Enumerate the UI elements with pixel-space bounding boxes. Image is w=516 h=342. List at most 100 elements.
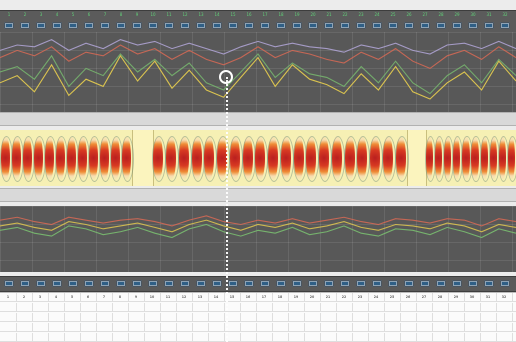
table-cell <box>304 303 321 311</box>
channel-badge[interactable] <box>420 22 430 29</box>
top-spectrum-panel <box>0 32 516 112</box>
channel-badge[interactable] <box>4 280 14 287</box>
channel-badge[interactable] <box>148 280 158 287</box>
separator <box>0 188 516 202</box>
table-cell <box>432 303 449 311</box>
top-channel-label: 1 <box>7 12 11 17</box>
channel-badge[interactable] <box>468 22 478 29</box>
channel-badge[interactable] <box>148 22 158 29</box>
top-channel-label: 16 <box>246 12 252 17</box>
channel-badge[interactable] <box>500 22 510 29</box>
table-cell <box>112 313 129 321</box>
channel-badge[interactable] <box>228 22 238 29</box>
channel-badge[interactable] <box>388 22 398 29</box>
channel-badge[interactable] <box>84 22 94 29</box>
channel-badge[interactable] <box>484 22 494 29</box>
channel-badge[interactable] <box>244 22 254 29</box>
channel-badge[interactable] <box>180 280 190 287</box>
channel-badge[interactable] <box>68 22 78 29</box>
channel-badge[interactable] <box>196 280 206 287</box>
channel-badge[interactable] <box>116 22 126 29</box>
channel-badge[interactable] <box>116 280 126 287</box>
time-cursor-handle[interactable] <box>219 70 233 84</box>
channel-badge[interactable] <box>4 22 14 29</box>
channel-badge[interactable] <box>436 22 446 29</box>
table-cell <box>464 313 481 321</box>
top-channel-label: 3 <box>39 12 43 17</box>
top-channel-label: 10 <box>150 12 156 17</box>
channel-badge[interactable] <box>436 280 446 287</box>
channel-badge[interactable] <box>52 280 62 287</box>
table-cell <box>80 323 97 331</box>
top-channel-label: 19 <box>294 12 300 17</box>
channel-badge[interactable] <box>260 280 270 287</box>
channel-badge[interactable] <box>420 280 430 287</box>
channel-badge[interactable] <box>452 280 462 287</box>
channel-badge[interactable] <box>36 22 46 29</box>
channel-badge[interactable] <box>308 22 318 29</box>
channel-badge[interactable] <box>452 22 462 29</box>
channel-badge[interactable] <box>484 280 494 287</box>
time-cursor-line[interactable] <box>226 77 228 342</box>
channel-badge[interactable] <box>340 280 350 287</box>
table-cell <box>432 313 449 321</box>
channel-badge[interactable] <box>276 22 286 29</box>
channel-badge[interactable] <box>340 22 350 29</box>
top-spectrum-chart <box>0 38 516 100</box>
channel-badge[interactable] <box>132 280 142 287</box>
channel-badge[interactable] <box>292 22 302 29</box>
table-cell <box>32 313 49 321</box>
table-cell <box>64 323 81 331</box>
table-cell: 5 <box>64 293 81 301</box>
table-cell <box>304 323 321 331</box>
channel-badge[interactable] <box>36 280 46 287</box>
table-cell: 22 <box>336 293 353 301</box>
channel-badge[interactable] <box>308 280 318 287</box>
channel-badge[interactable] <box>180 22 190 29</box>
channel-badge[interactable] <box>324 280 334 287</box>
channel-badge[interactable] <box>372 280 382 287</box>
channel-badge[interactable] <box>404 280 414 287</box>
channel-badge[interactable] <box>356 280 366 287</box>
table-cell <box>192 313 209 321</box>
channel-badge[interactable] <box>164 22 174 29</box>
channel-badge[interactable] <box>244 280 254 287</box>
channel-badge[interactable] <box>404 22 414 29</box>
channel-badge[interactable] <box>20 22 30 29</box>
table-cell <box>464 323 481 331</box>
table-cell: 4 <box>48 293 65 301</box>
table-cell: 14 <box>208 293 225 301</box>
channel-badge[interactable] <box>212 280 222 287</box>
table-cell <box>16 323 33 331</box>
channel-badge[interactable] <box>196 22 206 29</box>
channel-badge[interactable] <box>228 280 238 287</box>
channel-badge[interactable] <box>20 280 30 287</box>
channel-badge[interactable] <box>468 280 478 287</box>
channel-badge[interactable] <box>52 22 62 29</box>
table-cell <box>272 323 289 331</box>
channel-badge[interactable] <box>164 280 174 287</box>
channel-badge[interactable] <box>84 280 94 287</box>
top-channel-label: 17 <box>262 12 268 17</box>
channel-badge[interactable] <box>100 22 110 29</box>
table-cell <box>64 313 81 321</box>
channel-badge[interactable] <box>500 280 510 287</box>
table-cell: 23 <box>352 293 369 301</box>
channel-badge[interactable] <box>132 22 142 29</box>
channel-badge[interactable] <box>212 22 222 29</box>
channel-badge[interactable] <box>356 22 366 29</box>
table-cell <box>288 313 305 321</box>
table-cell <box>336 323 353 331</box>
channel-badge[interactable] <box>100 280 110 287</box>
channel-badge[interactable] <box>292 280 302 287</box>
channel-badge[interactable] <box>276 280 286 287</box>
channel-badge[interactable] <box>68 280 78 287</box>
channel-badge[interactable] <box>260 22 270 29</box>
table-cell <box>16 333 33 341</box>
channel-badge[interactable] <box>372 22 382 29</box>
channel-badge[interactable] <box>388 280 398 287</box>
table-cell <box>80 303 97 311</box>
table-cell: 21 <box>320 293 337 301</box>
table-cell <box>128 323 145 331</box>
channel-badge[interactable] <box>324 22 334 29</box>
